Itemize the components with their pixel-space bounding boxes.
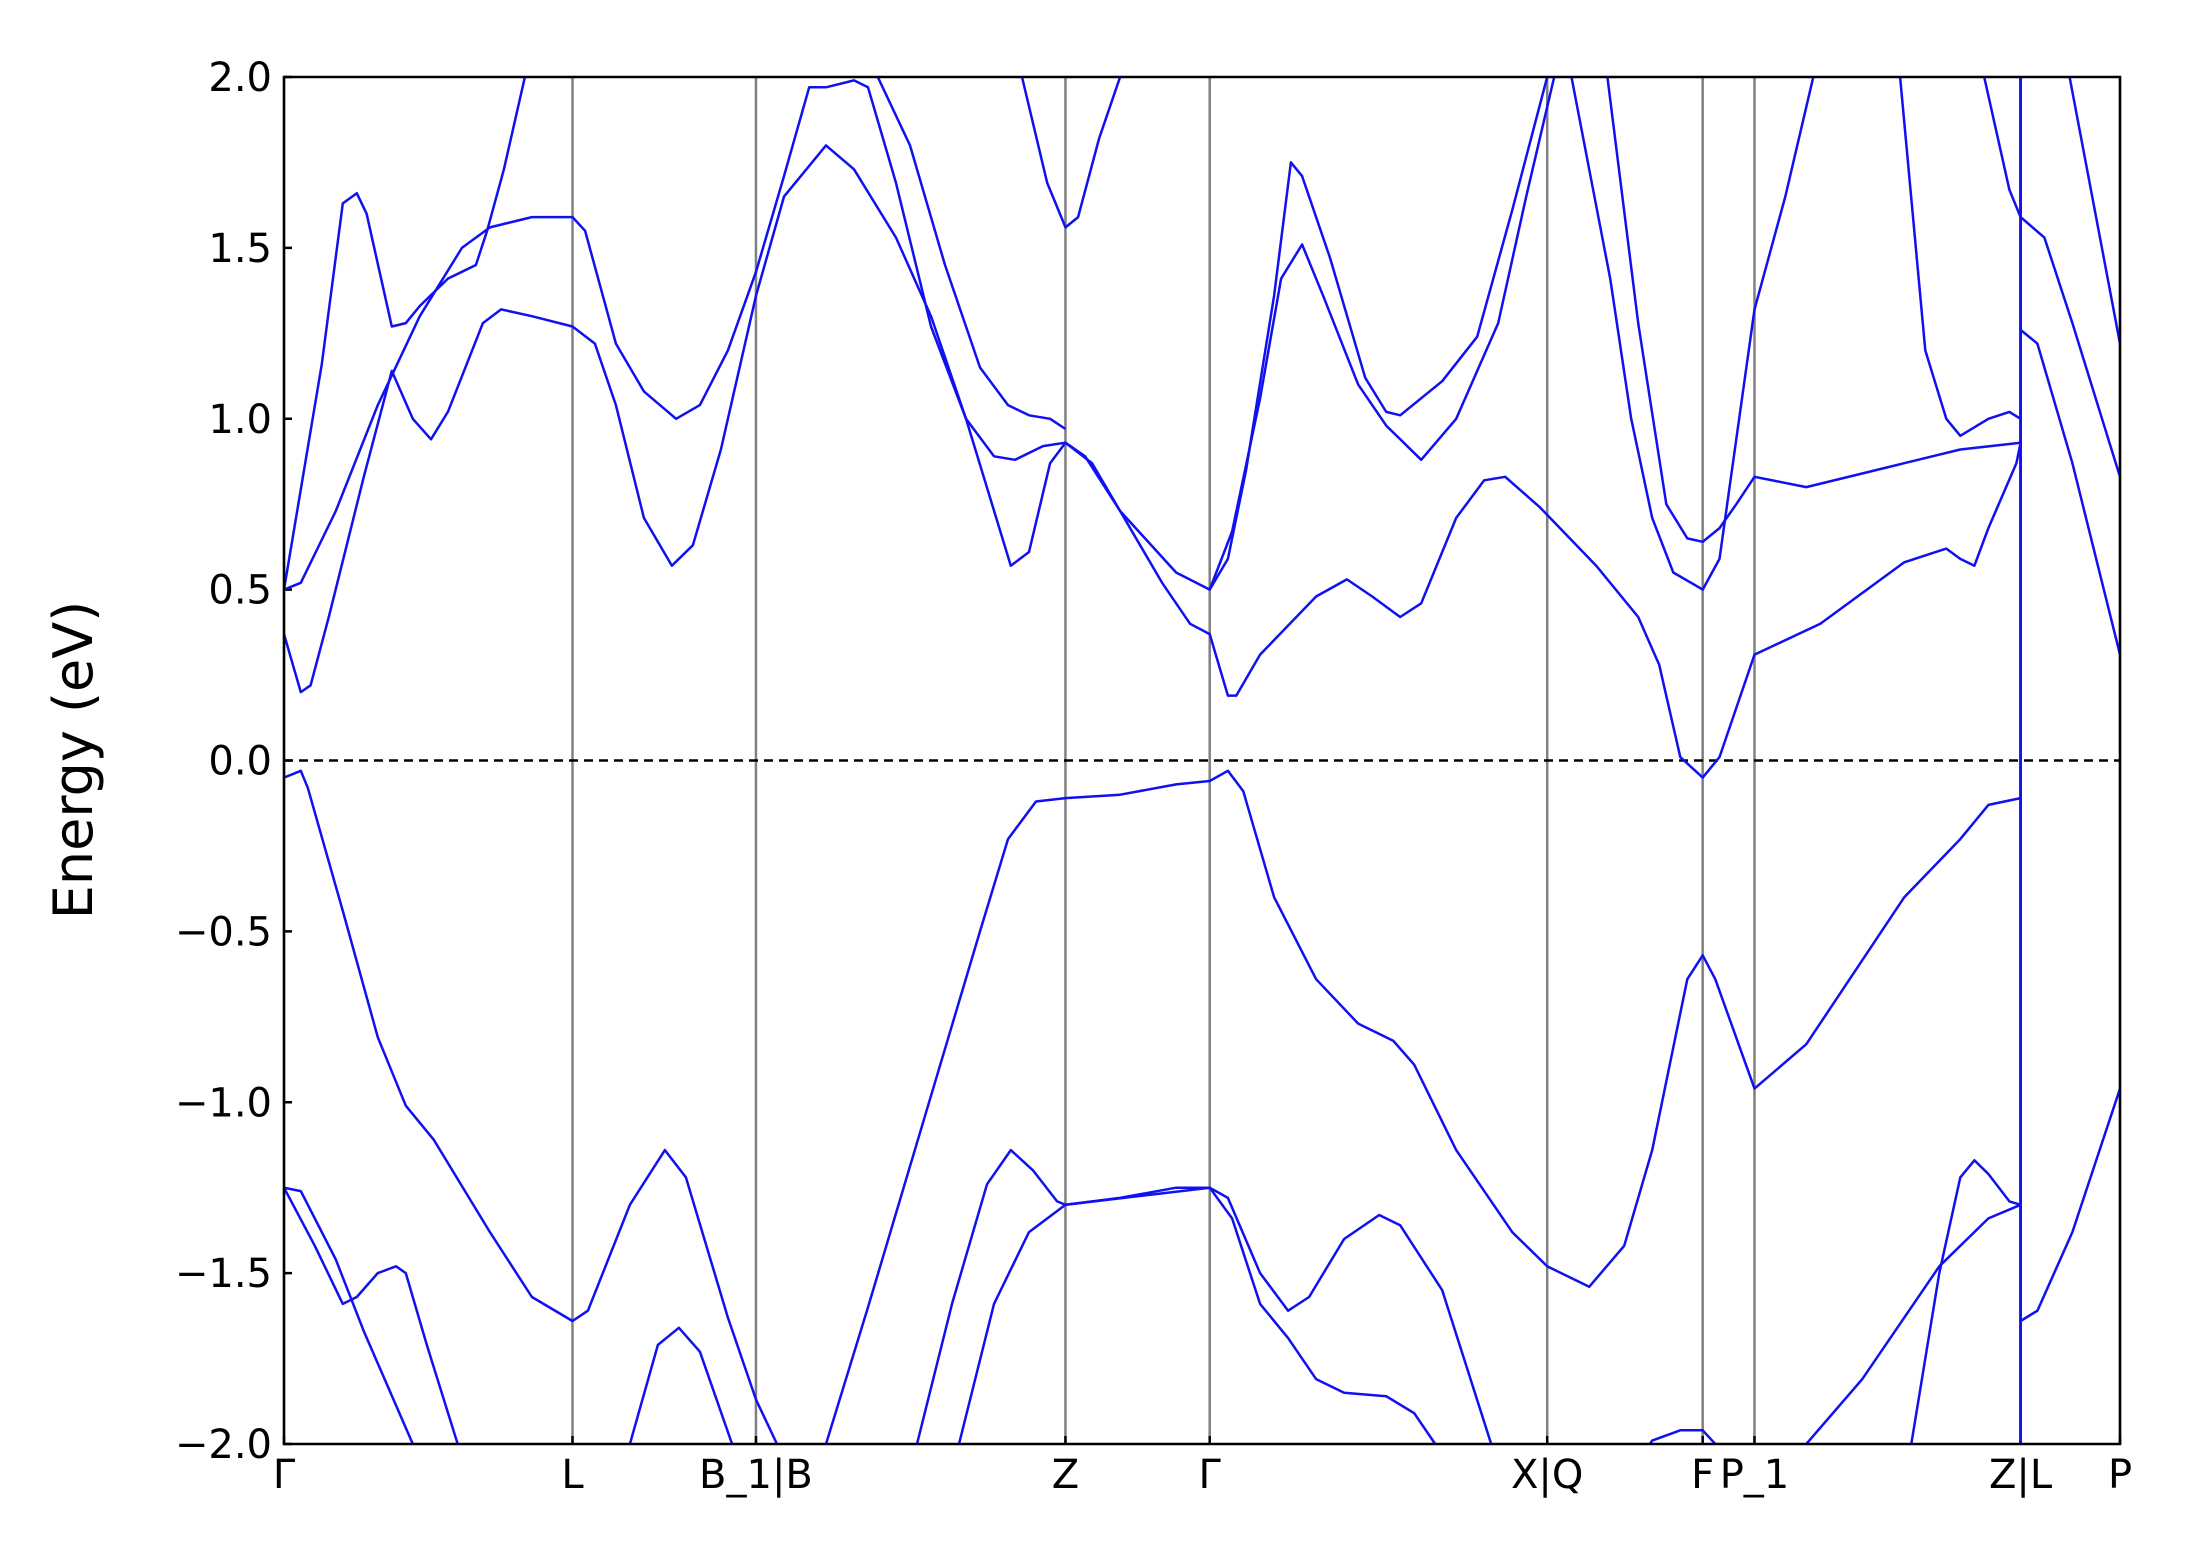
band (284, 77, 2120, 591)
band (284, 769, 2120, 1444)
plot-frame (282, 75, 2122, 1446)
band (284, 77, 1815, 591)
x-tick-label: Z|L (1989, 1452, 2053, 1498)
band (1910, 1159, 2021, 1444)
band (1898, 77, 2120, 438)
x-tick-label: Z (1052, 1452, 1079, 1498)
y-tick-label: 0.5 (208, 568, 272, 614)
band (284, 1186, 415, 1444)
y-tick-label: 2.0 (208, 55, 272, 101)
y-tick-label: 1.5 (208, 226, 272, 272)
band (284, 1187, 460, 1444)
band (628, 1326, 734, 1444)
x-tick-label: P (2108, 1452, 2132, 1498)
x-tick-label: P_1 (1720, 1452, 1790, 1498)
y-tick-label: −0.5 (175, 909, 272, 955)
x-tick-label: Γ (1199, 1452, 1222, 1498)
y-tick-label: 0.0 (208, 739, 272, 785)
bands (284, 77, 2120, 1444)
y-axis-label: Energy (eV) (42, 601, 105, 920)
x-tick-label: L (561, 1452, 584, 1498)
x-tick-label: F (1691, 1452, 1714, 1498)
x-tick-label: Γ (273, 1452, 296, 1498)
y-tick-label: 1.0 (208, 397, 272, 443)
band (915, 1148, 1493, 1444)
x-tick-label: X|Q (1511, 1452, 1583, 1498)
y-tick-label: −2.0 (175, 1422, 272, 1468)
band (284, 144, 2120, 779)
y-tick-label: −1.0 (175, 1080, 272, 1126)
x-tick-label: B_1|B (699, 1452, 813, 1498)
band (1804, 1203, 2022, 1444)
y-tick-label: −1.5 (175, 1251, 272, 1297)
band (876, 77, 1067, 431)
band (1648, 1429, 1718, 1444)
band (1982, 77, 2022, 218)
band (957, 1186, 1437, 1444)
